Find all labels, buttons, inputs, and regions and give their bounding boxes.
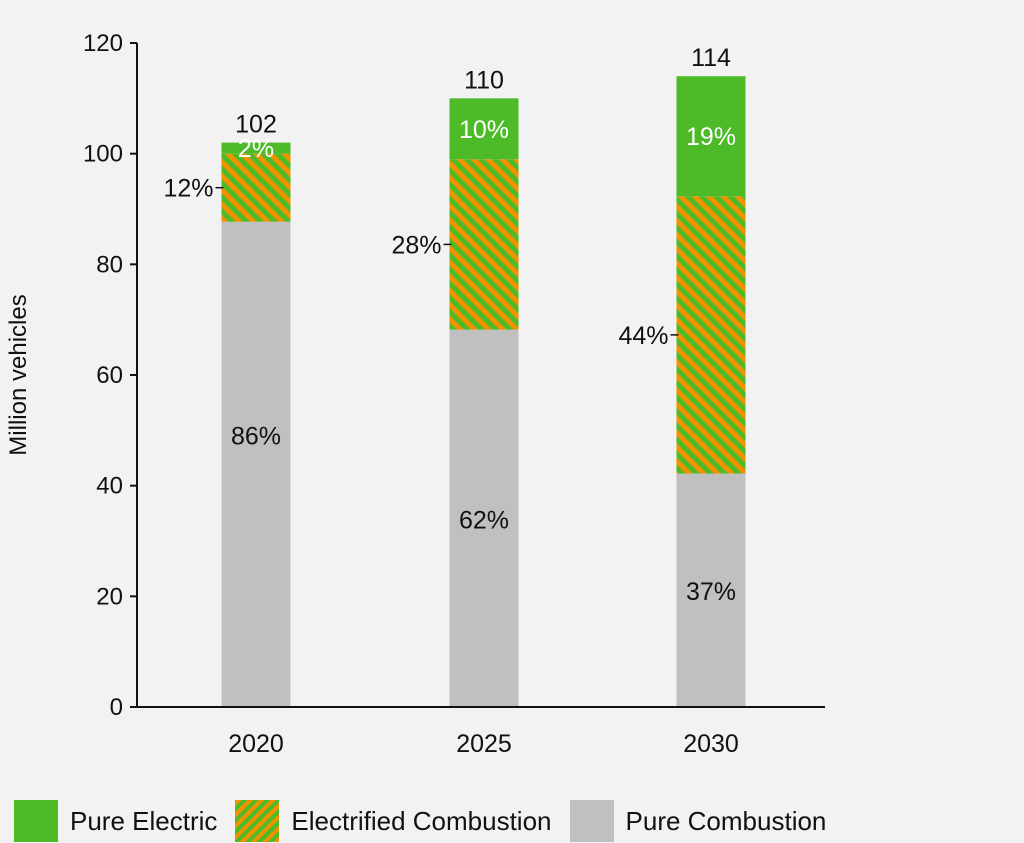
share-label-pure-combustion: 37% [686,578,736,606]
y-tick-label: 100 [83,141,123,168]
share-label-electrified-combustion: 28% [391,231,441,259]
total-label: 102 [235,111,277,139]
share-label-pure-combustion: 86% [231,422,281,450]
legend-label: Electrified Combustion [291,805,552,836]
bar-segment-electrified-combustion [221,153,291,222]
total-label: 110 [464,66,504,94]
bar-segment-pure-electric [449,98,519,160]
legend-label: Pure Combustion [625,805,827,836]
legend-item-pure-electric: Pure Electric [14,800,217,842]
legend-item-electrified-combustion: Electrified Combustion [235,800,552,842]
y-axis-title: Million vehicles [5,294,32,455]
legend-swatch-electrified-combustion [235,800,280,842]
x-tick-label: 2025 [456,730,512,758]
share-label-pure-electric: 2% [238,135,274,163]
y-tick-label: 120 [83,30,123,57]
total-label: 114 [691,44,731,72]
bar-segment-pure-combustion [449,329,519,707]
share-label-pure-electric: 10% [459,116,509,144]
bar-segment-electrified-combustion [449,159,519,330]
share-label-pure-electric: 19% [686,123,736,151]
y-tick-label: 60 [96,362,123,389]
legend-swatch-pure-electric [14,800,58,842]
y-tick-label: 40 [96,473,123,500]
legend-item-pure-combustion: Pure Combustion [569,800,827,842]
y-tick-label: 80 [96,251,123,278]
legend: Pure Electric Electrified Combustion Pur… [14,800,844,842]
share-label-electrified-combustion: 44% [618,322,668,350]
x-tick-label: 2030 [683,730,739,758]
bar-segment-pure-electric [221,142,291,154]
y-tick-label: 0 [110,694,123,721]
legend-label: Pure Electric [70,805,218,836]
x-tick-label: 2020 [228,730,284,758]
bar-segment-electrified-combustion [676,196,746,474]
stacked-bar-chart: 0 20 40 60 80 100 120 2020 102 86% 12% 2% 2025 110 62… [5,30,825,758]
bar-segment-pure-electric [676,76,746,197]
bar-segment-pure-combustion [221,221,291,707]
share-label-pure-combustion: 62% [459,506,509,534]
y-tick-label: 20 [96,583,123,610]
bar-segment-pure-combustion [676,473,746,707]
share-label-electrified-combustion: 12% [163,175,213,203]
legend-swatch-pure-combustion [569,800,614,842]
